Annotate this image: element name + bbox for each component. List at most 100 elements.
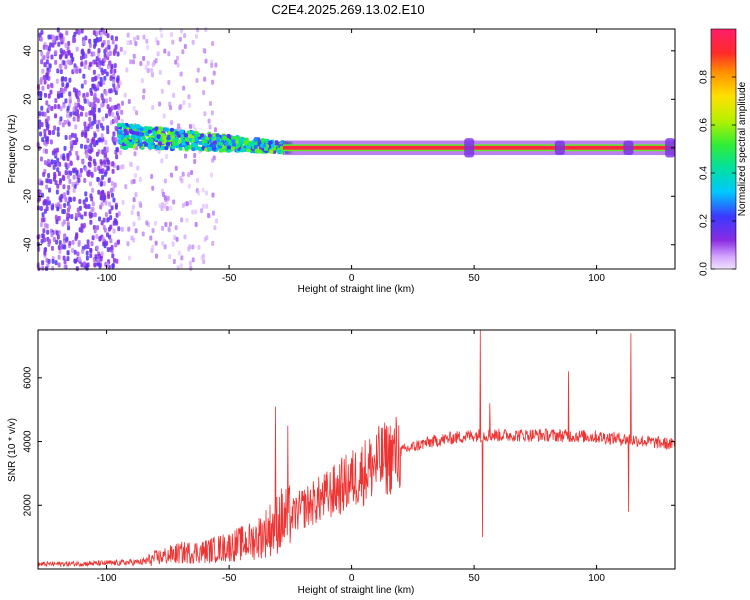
spectrogram-cell [215,133,220,138]
spectrogram-cell [78,199,82,205]
spectrogram-cell [49,179,53,185]
spectrogram-cell [188,102,192,108]
spectrogram-cell [69,111,73,117]
spectrogram-cell [109,187,113,193]
spectrogram-cell [271,146,276,151]
spectrogram-cell [177,139,182,144]
spectrogram-cell [180,133,185,138]
spectrogram-cell [126,40,130,46]
spectrogram-cell [128,161,132,167]
spectrogram-cell [200,208,204,214]
spectrogram-cell [45,72,49,78]
spectrogram-cell [261,138,266,143]
spectrogram-cell [42,228,46,234]
spectrogram-cell [169,205,173,211]
spectrogram-cell [82,261,86,267]
spectrogram-cell [135,145,139,151]
y-tick-label: 0 [23,145,34,151]
spectrogram-cell [211,210,215,216]
spectrogram-cell [58,161,62,167]
spectrogram-cell [236,143,241,148]
spectrogram-cell [123,137,128,142]
spectrogram-cell [72,38,76,44]
carrier-sidelobe [464,138,475,158]
spectrogram-cell [69,146,73,152]
spectrogram-cell [46,84,50,90]
spectrogram-cell [206,212,210,218]
spectrogram-cell [82,40,86,46]
spectrogram-cell [132,53,136,59]
spectrogram-cell [202,47,206,53]
spectrogram-cell [65,236,69,242]
spectrogram-cell [57,254,61,260]
spectrogram-cell [103,53,107,59]
spectrogram-cell [64,42,68,48]
spectrogram-cell [166,136,171,141]
spectrogram-cell [71,56,75,62]
spectrogram-cell [188,244,192,250]
spectrogram-cell [99,31,103,37]
spectrogram-cell [129,59,133,65]
spectrogram-cell [42,44,46,50]
spectrogram-cell [113,68,117,74]
spectrogram-cell [191,257,195,263]
spectrogram-cell [96,83,100,89]
spectrogram-cell [64,76,68,82]
spectrogram-cell [197,146,202,151]
spectrogram-cell [58,248,62,254]
spectrogram-cell [100,42,104,48]
spectrogram-cell [176,55,180,61]
spectrogram-cell [80,262,84,268]
spectrogram-cell [109,215,113,221]
spectrogram-cell [67,225,71,231]
spectrogram-cell [54,59,58,65]
spectrogram-cell [92,69,96,75]
spectrogram-cell [72,174,76,180]
spectrogram-cell [101,174,105,180]
spectrogram-cell [89,248,93,254]
spectrogram-cell [103,159,107,165]
spectrogram-cell [66,174,70,180]
spectrogram-cell [104,113,108,119]
spectrogram-cell [160,32,164,38]
spectrogram-cell [108,111,112,117]
spectrogram-panel: -100 -50 0 50 100 -40 -20 0 20 40 Height of stra… [7,27,676,295]
spectrogram-cell [180,255,184,261]
spectrogram-cell [212,140,217,145]
spectrogram-cell [102,79,106,85]
spectrogram-cell [132,221,136,227]
spectrogram-cell [83,144,87,150]
spectrogram-cell [127,226,131,232]
spectrogram-cell [138,201,142,207]
spectrogram-cell [180,217,184,223]
spectrogram-cell [179,263,183,269]
y-tick-label: 2000 [23,494,34,517]
spectrogram-cell [74,140,78,146]
spectrogram-cell [168,254,172,260]
spectrogram-cell [47,173,51,179]
spectrogram-cell [84,197,88,203]
spectrogram-cell [194,131,199,136]
spectrogram-cell [139,61,143,67]
spectrogram-cell [146,60,150,66]
spectrogram-cell [114,36,118,42]
spectrogram-cell [210,172,214,178]
spectrogram-cell [55,35,59,41]
spectrogram-cell [203,111,207,117]
spectrogram-cell [253,141,258,146]
spectrogram-cell [100,67,104,73]
spectrogram-cell [88,62,92,68]
spectrogram-cell [83,79,87,85]
spectrogram-cell [171,241,175,247]
spectrogram-cell [55,189,59,195]
spectrogram-cell [40,51,44,57]
spectrogram-cell [174,165,178,171]
spectrogram-cell [38,32,42,38]
spectrogram-cell [51,129,55,135]
spectrogram-cell [270,143,275,148]
spectrogram-cell [91,77,95,83]
spectrogram-cell [39,36,43,42]
spectrogram-cell [80,132,84,138]
spectrogram-cell [154,240,158,246]
spectrogram-cell [107,44,111,50]
